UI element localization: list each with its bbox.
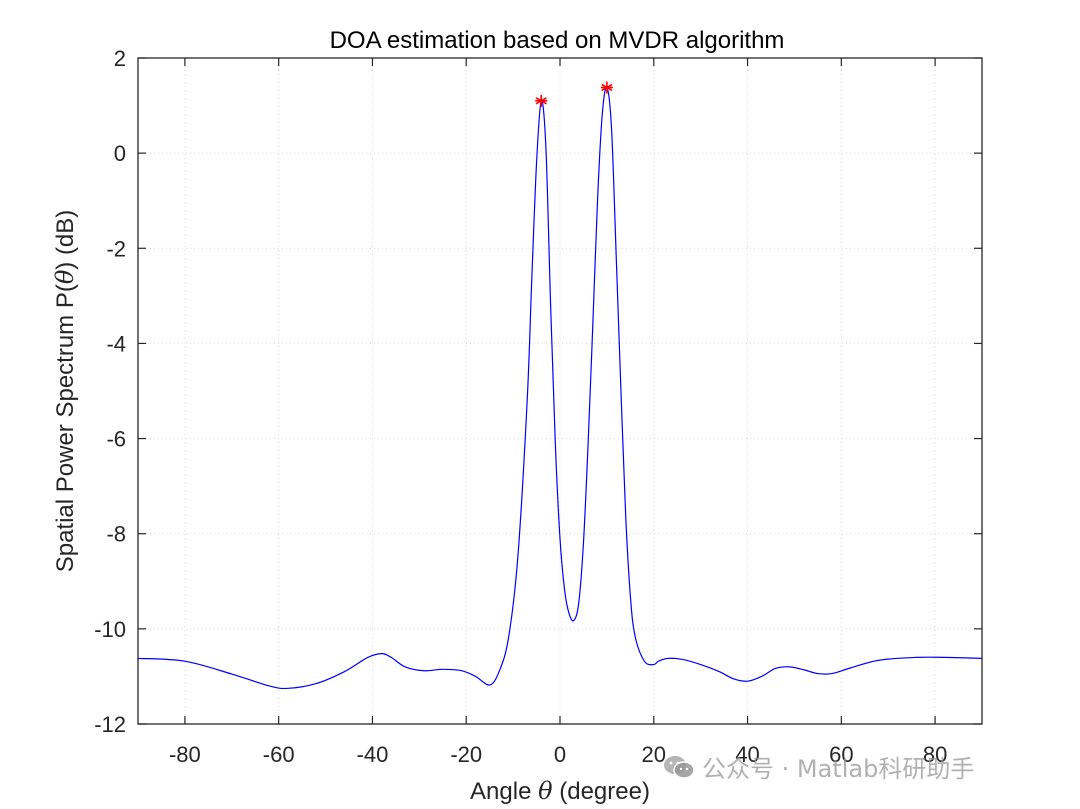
x-tick-label: -60 [263,742,295,767]
x-tick-label: 0 [554,742,566,767]
x-tick-label: 20 [642,742,666,767]
ticks [138,57,982,725]
y-tick-label: -12 [94,712,126,737]
watermark-text: 公众号 · Matlab科研助手 [702,755,975,783]
peak-markers [535,81,613,107]
x-axis-label: Angle θ (degree) [470,777,650,805]
x-tick-label: -40 [357,742,389,767]
peak-marker [535,94,548,107]
y-tick-label: -10 [94,617,126,642]
y-tick-labels: 2 0 -2 -4 -6 -8 -10 -12 [94,46,126,737]
chart-title: DOA estimation based on MVDR algorithm [330,27,785,54]
grid [138,57,982,725]
x-tick-label: 60 [829,742,853,767]
x-tick-labels: -80 -60 -40 -20 0 20 40 60 80 [169,742,947,767]
y-tick-label: -4 [106,331,126,356]
x-tick-label: 40 [735,742,759,767]
y-tick-label: 2 [114,46,126,71]
x-tick-label: -20 [450,742,482,767]
y-tick-label: -8 [106,522,126,547]
y-tick-label: -6 [106,427,126,452]
x-tick-label: 80 [923,742,947,767]
y-axis-label: Spatial Power Spectrum P(θ) (dB) [51,210,79,573]
spectrum-line [137,86,983,690]
wechat-icon [664,755,695,779]
peak-marker [600,81,613,94]
watermark: 公众号 · Matlab科研助手 [662,749,974,784]
x-tick-label: -80 [169,742,201,767]
y-tick-label: 0 [114,141,126,166]
y-tick-label: -2 [106,236,126,261]
